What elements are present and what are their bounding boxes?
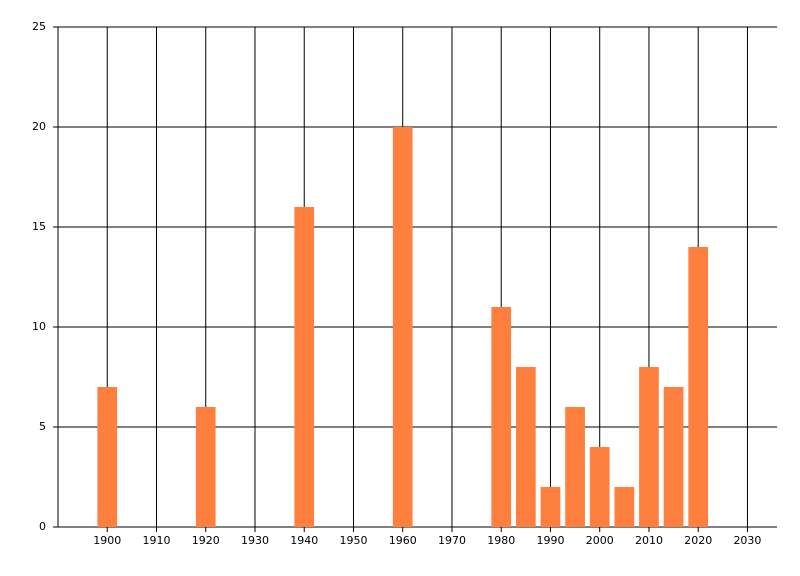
x-tick-label: 1940: [290, 534, 318, 547]
bar: [565, 407, 585, 527]
x-tick-label: 1900: [93, 534, 121, 547]
bar: [589, 447, 610, 527]
bar: [614, 487, 635, 527]
y-tick-label: 15: [32, 220, 46, 233]
bar: [540, 487, 561, 527]
x-tick-label: 2000: [586, 534, 614, 547]
y-tick-label: 20: [32, 120, 46, 133]
y-tick-label: 0: [39, 520, 46, 533]
bar: [639, 367, 659, 527]
y-tick-label: 25: [32, 20, 46, 33]
bar: [663, 387, 684, 527]
x-tick-label: 1920: [192, 534, 220, 547]
bar: [515, 367, 536, 527]
x-tick-label: 1990: [536, 534, 564, 547]
bar: [491, 307, 512, 527]
y-tick-label: 10: [32, 320, 46, 333]
x-tick-label: 2010: [635, 534, 663, 547]
x-tick-label: 2020: [684, 534, 712, 547]
x-tick-label: 1930: [241, 534, 269, 547]
x-tick-label: 1970: [438, 534, 466, 547]
y-tick-label: 5: [39, 420, 46, 433]
bar: [688, 247, 709, 527]
bar: [97, 387, 118, 527]
x-tick-label: 1950: [339, 534, 367, 547]
x-tick-label: 1960: [389, 534, 417, 547]
bar: [195, 407, 216, 527]
bar: [294, 207, 315, 527]
x-tick-label: 1910: [142, 534, 170, 547]
bar: [392, 127, 413, 527]
x-tick-label: 2030: [733, 534, 761, 547]
x-tick-label: 1980: [487, 534, 515, 547]
